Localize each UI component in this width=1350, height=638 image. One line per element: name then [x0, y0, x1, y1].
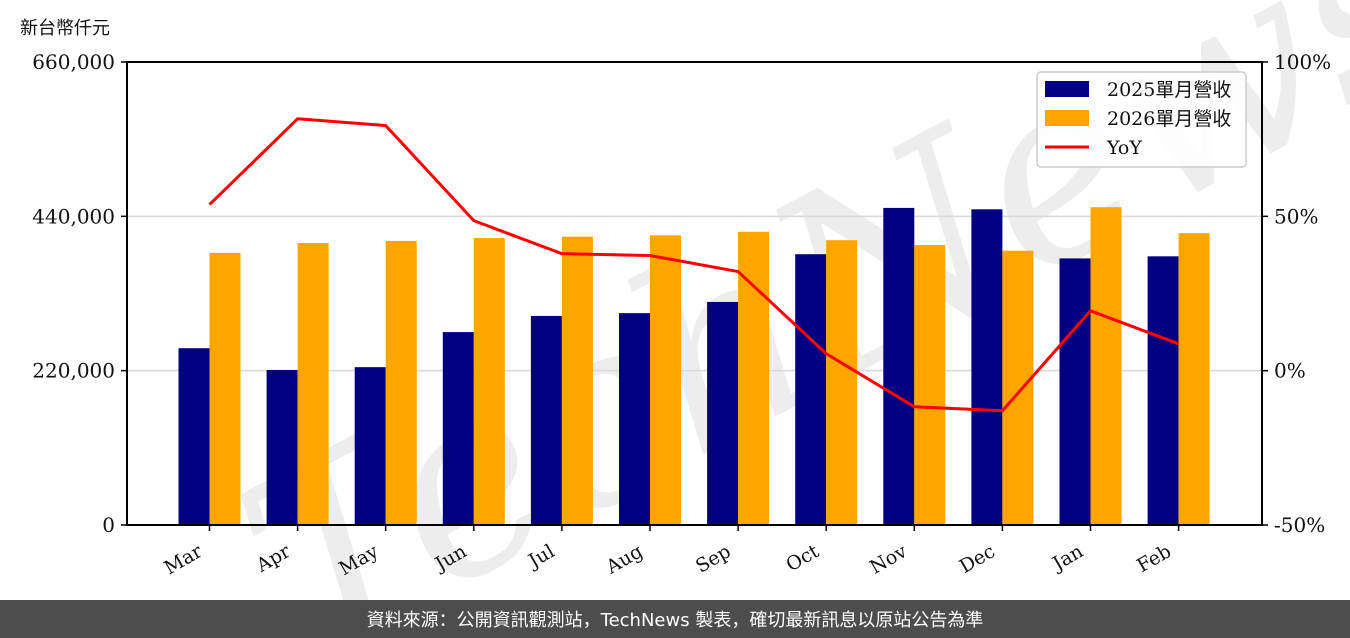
bar-2025-may — [354, 367, 386, 525]
left-tick-label: 440,000 — [32, 204, 115, 228]
bar-2025-dec — [971, 209, 1003, 525]
x-tick-label-feb: Feb — [1133, 540, 1175, 577]
left-tick-label: 0 — [102, 513, 115, 537]
bar-series — [178, 207, 1210, 526]
bar-2026-dec — [1002, 250, 1034, 525]
bar-2025-jan — [1059, 258, 1091, 525]
bar-2026-nov — [914, 245, 946, 525]
bar-2025-jun — [442, 332, 474, 525]
bar-2026-oct — [826, 240, 858, 525]
x-tick-label-nov: Nov — [866, 540, 911, 579]
bar-2025-aug — [619, 313, 650, 525]
bar-2026-mar — [209, 252, 241, 525]
legend-box — [1036, 71, 1247, 168]
plot-border — [126, 61, 1263, 526]
bar-2026-aug — [650, 235, 681, 526]
bar-2026-jan — [1090, 207, 1122, 526]
legend: 2025單月營收 2026單月營收 YoY — [1036, 71, 1247, 168]
plot-frame — [126, 61, 1263, 526]
right-tick-label: 0% — [1274, 359, 1306, 383]
x-tick-label-dec: Dec — [956, 540, 999, 578]
bar-2026-jun — [473, 238, 505, 525]
bar-2026-apr — [297, 242, 329, 525]
bar-2025-jul — [530, 315, 562, 525]
bar-2026-jul — [561, 236, 593, 525]
x-tick-label-oct: Oct — [782, 540, 823, 576]
right-tick-label: 100% — [1274, 50, 1331, 74]
legend-swatch-1 — [1045, 110, 1089, 126]
legend-label-2: YoY — [1106, 137, 1142, 159]
bar-2025-feb — [1147, 256, 1179, 525]
yoy-line — [208, 117, 1180, 413]
x-tick-label-jan: Jan — [1047, 540, 1087, 576]
left-tick-label: 660,000 — [32, 50, 115, 74]
bar-2025-apr — [266, 369, 298, 525]
x-tick-label-sep: Sep — [692, 540, 735, 577]
right-axis: -50% 0% 50% 100% — [1262, 50, 1331, 537]
yoy-polyline — [208, 117, 1180, 413]
bar-2025-nov — [883, 207, 915, 525]
bar-2026-feb — [1178, 233, 1210, 526]
bar-2026-sep — [738, 231, 770, 525]
source-footer: 資料來源：公開資訊觀測站，TechNews 製表，確切最新訊息以原站公告為準 — [0, 600, 1350, 638]
footer-text: 資料來源：公開資訊觀測站，TechNews 製表，確切最新訊息以原站公告為準 — [366, 610, 984, 631]
right-tick-label: -50% — [1274, 513, 1325, 537]
bar-2025-mar — [178, 348, 210, 525]
legend-label-1: 2026單月營收 — [1107, 108, 1231, 130]
bar-2025-sep — [707, 301, 739, 525]
left-axis: 0 220,000 440,000 660,000 — [32, 50, 127, 537]
y-axis-unit-label: 新台幣仟元 — [20, 18, 110, 39]
x-tick-label-mar: Mar — [160, 540, 206, 579]
bar-2026-may — [385, 240, 417, 526]
left-tick-label: 220,000 — [32, 359, 115, 383]
right-tick-label: 50% — [1274, 204, 1318, 228]
legend-label-0: 2025單月營收 — [1107, 79, 1231, 101]
legend-swatch-0 — [1045, 81, 1089, 97]
bar-2025-oct — [795, 254, 827, 525]
